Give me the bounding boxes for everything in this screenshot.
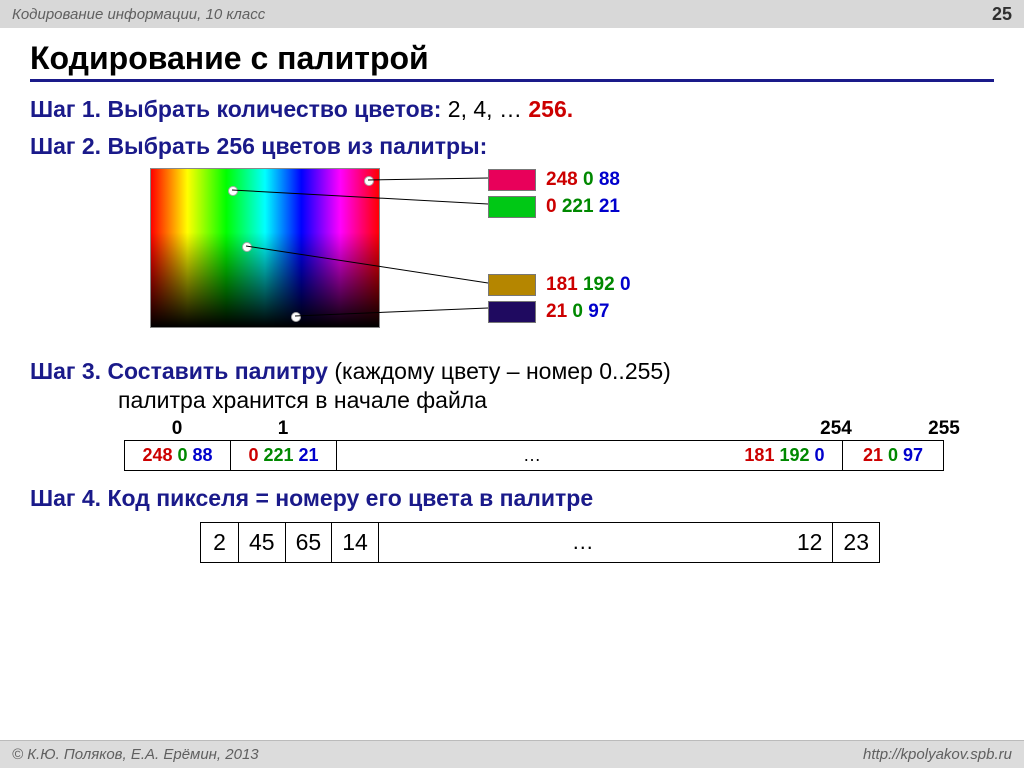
pixel-cell: 2 — [201, 523, 239, 562]
palette-table: 248 0 88 0 221 21 … 181 192 0 21 0 97 — [124, 440, 944, 471]
sample-dot — [364, 176, 374, 186]
step3-rest: (каждому цвету – номер 0..255) — [328, 358, 671, 384]
index-cell: 255 — [894, 418, 994, 440]
step4-line: Шаг 4. Код пикселя = номеру его цвета в … — [30, 485, 994, 512]
pixel-cell: 12 — [787, 523, 834, 562]
step4-label: Шаг 4. Код пикселя = номеру его цвета в … — [30, 485, 593, 511]
rgb-label: 0 221 21 — [546, 196, 620, 218]
palette-cell: 181 192 0 — [727, 441, 843, 470]
color-swatch — [488, 301, 536, 323]
step1-values: 2, 4, … — [441, 96, 528, 122]
palette-cell: 21 0 97 — [843, 441, 943, 470]
step3-line: Шаг 3. Составить палитру (каждому цвету … — [30, 358, 994, 385]
footer-url: http://kpolyakov.spb.ru — [863, 746, 1012, 763]
slide-title: Кодирование с палитрой — [30, 40, 994, 82]
pixel-table-wrap: 2 45 65 14 … 12 23 — [200, 522, 994, 563]
slide-footer: © К.Ю. Поляков, Е.А. Ерёмин, 2013 http:/… — [0, 740, 1024, 768]
step1-line: Шаг 1. Выбрать количество цветов: 2, 4, … — [30, 96, 994, 123]
rgb-label: 21 0 97 — [546, 301, 609, 323]
step1-max: 256. — [528, 96, 573, 122]
sample-dot — [291, 312, 301, 322]
swatch-column: 248 0 88 0 221 21 181 192 0 21 0 97 — [488, 168, 631, 348]
color-swatch — [488, 274, 536, 296]
step3-sub: палитра хранится в начале файла — [118, 387, 994, 414]
slide-content: Кодирование с палитрой Шаг 1. Выбрать ко… — [0, 28, 1024, 563]
header-subject: Кодирование информации, 10 класс — [12, 6, 265, 23]
swatch-gap — [488, 222, 631, 270]
step1-label: Шаг 1. Выбрать количество цветов: — [30, 96, 441, 122]
rgb-label: 181 192 0 — [546, 274, 631, 296]
palette-table-wrap: 0 1 254 255 248 0 88 0 221 21 … 181 192 … — [124, 418, 994, 471]
palette-cell: 0 221 21 — [231, 441, 337, 470]
step3-label: Шаг 3. Составить палитру — [30, 358, 328, 384]
step2-label: Шаг 2. Выбрать 256 цветов из палитры: — [30, 133, 487, 159]
palette-cell: 248 0 88 — [125, 441, 231, 470]
pixel-cell: 65 — [286, 523, 333, 562]
swatch-row: 21 0 97 — [488, 300, 631, 324]
slide-header: Кодирование информации, 10 класс 25 — [0, 0, 1024, 28]
page-number: 25 — [992, 4, 1012, 25]
pixel-cell: 14 — [332, 523, 379, 562]
color-spectrum — [150, 168, 380, 328]
pixel-table: 2 45 65 14 … 12 23 — [200, 522, 880, 563]
palette-ellipsis: … — [337, 441, 727, 470]
sample-dot — [228, 186, 238, 196]
step2-line: Шаг 2. Выбрать 256 цветов из палитры: — [30, 133, 994, 160]
swatch-row: 181 192 0 — [488, 273, 631, 297]
footer-copyright: © К.Ю. Поляков, Е.А. Ерёмин, 2013 — [12, 746, 259, 763]
sample-dot — [242, 242, 252, 252]
palette-indices: 0 1 254 255 — [124, 418, 994, 440]
index-cell: 254 — [778, 418, 894, 440]
rgb-label: 248 0 88 — [546, 169, 620, 191]
pixel-ellipsis: … — [379, 523, 787, 562]
color-swatch — [488, 196, 536, 218]
pixel-cell: 23 — [833, 523, 879, 562]
pixel-cell: 45 — [239, 523, 286, 562]
swatch-row: 248 0 88 — [488, 168, 631, 192]
index-cell: 0 — [124, 418, 230, 440]
color-swatch — [488, 169, 536, 191]
index-cell: 1 — [230, 418, 336, 440]
swatch-row: 0 221 21 — [488, 195, 631, 219]
palette-picker: 248 0 88 0 221 21 181 192 0 21 0 97 — [150, 168, 994, 348]
